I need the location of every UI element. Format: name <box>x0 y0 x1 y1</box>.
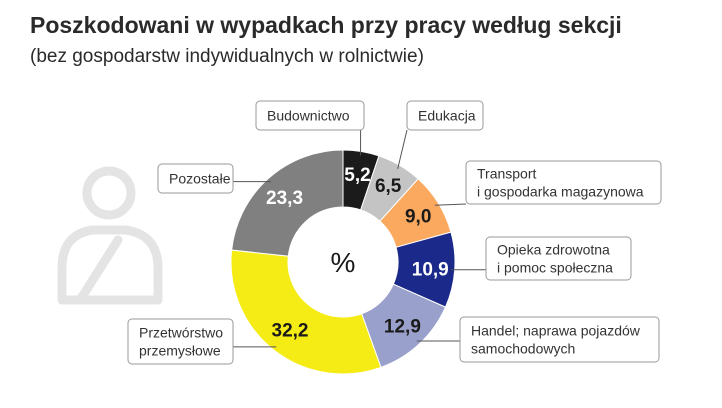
category-label-przetworstwo: Przetwórstwo przemysłowe <box>127 318 234 365</box>
value-label-handel-naprawa-pojazdow: 12,9 <box>384 317 421 338</box>
chart-subtitle: (bez gospodarstw indywidualnych w rolnic… <box>30 46 424 67</box>
svg-text:Opieka zdrowotna: Opieka zdrowotna <box>497 242 610 258</box>
slice-pozostale <box>231 149 344 257</box>
center-label: % <box>331 247 356 278</box>
svg-text:i gospodarka magazynowa: i gospodarka magazynowa <box>477 184 644 200</box>
svg-text:Przetwórstwo: Przetwórstwo <box>139 325 223 341</box>
value-label-transport: 9,0 <box>405 207 431 228</box>
person-icon <box>57 166 163 305</box>
value-label-budownictwo: 5,2 <box>344 165 370 186</box>
category-label-handel-naprawa-pojazdow: Handel; naprawa pojazdów samochodowych <box>459 316 660 363</box>
svg-text:przemysłowe: przemysłowe <box>139 343 221 359</box>
leader-line-edukacja <box>397 129 408 169</box>
svg-text:samochodowych: samochodowych <box>471 341 575 357</box>
slice-przetworstwo <box>230 249 382 375</box>
chart-title: Poszkodowani w wypadkach przy pracy wedł… <box>30 12 622 38</box>
svg-text:Edukacja: Edukacja <box>418 108 476 124</box>
slices <box>230 149 456 375</box>
value-label-przetworstwo: 32,2 <box>272 320 309 341</box>
svg-text:i pomoc społeczna: i pomoc społeczna <box>497 260 613 276</box>
value-label-pozostale: 23,3 <box>266 188 303 209</box>
category-label-edukacja: Edukacja <box>406 100 484 131</box>
leader-line-transport <box>434 203 467 206</box>
svg-text:Transport: Transport <box>477 166 537 182</box>
category-label-transport: Transport i gospodarka magazynowa <box>465 160 662 205</box>
category-label-budownictwo: Budownictwo <box>255 100 365 131</box>
category-label-pozostale: Pozostałe <box>157 163 234 194</box>
value-label-edukacja: 6,5 <box>375 176 402 197</box>
leader-lines <box>233 129 486 348</box>
svg-text:Budownictwo: Budownictwo <box>267 108 350 124</box>
svg-text:Pozostałe: Pozostałe <box>169 171 231 187</box>
svg-text:Handel; naprawa pojazdów: Handel; naprawa pojazdów <box>471 323 641 339</box>
value-label-opieka-zdrowotna: 10,9 <box>412 259 449 280</box>
value-labels: 5,26,59,0 10,9 12,9 32,2 23,3 <box>266 165 449 341</box>
category-labels: Budownictwo Edukacja Transport i gospodarka… <box>127 100 662 365</box>
category-label-opieka-zdrowotna: Opieka zdrowotna i pomoc społeczna <box>485 236 632 281</box>
